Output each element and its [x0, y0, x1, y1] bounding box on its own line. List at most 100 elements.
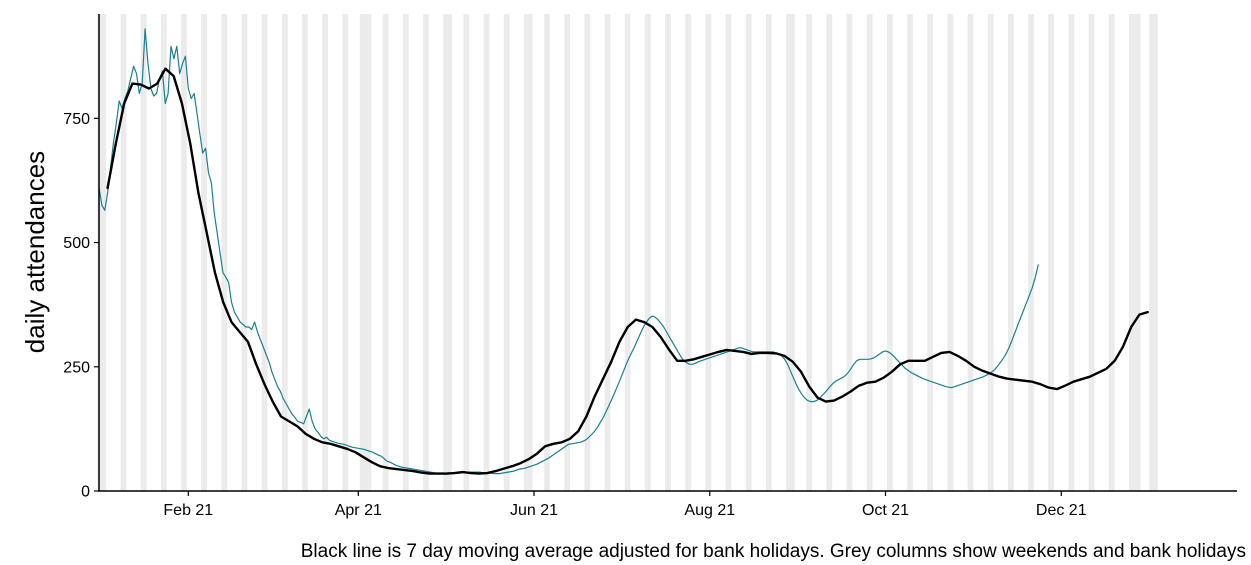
- weekend-column: [907, 14, 911, 491]
- weekend-column: [1091, 14, 1095, 491]
- weekend-column: [405, 14, 409, 491]
- weekend-column: [449, 14, 452, 491]
- moving-average-line: [106, 67, 1149, 475]
- weekend-column: [1028, 14, 1032, 491]
- weekend-column: [281, 14, 285, 491]
- weekend-column: [1128, 14, 1132, 491]
- weekend-column: [930, 14, 934, 491]
- weekend-column: [546, 14, 550, 491]
- weekend-column: [385, 14, 389, 491]
- weekend-column: [463, 14, 467, 491]
- weekend-column: [526, 14, 530, 491]
- y-tick-label: 250: [63, 359, 90, 376]
- weekend-column: [789, 14, 792, 491]
- weekend-column: [685, 14, 689, 491]
- weekend-column: [607, 14, 611, 491]
- weekend-column: [244, 14, 248, 491]
- weekend-column: [466, 14, 470, 491]
- y-tick-label: 750: [63, 111, 90, 128]
- weekend-column: [748, 14, 752, 491]
- weekend-column: [768, 14, 772, 491]
- weekend-column: [365, 14, 369, 491]
- weekend-column: [745, 14, 749, 491]
- weekend-column: [284, 14, 288, 491]
- weekend-column: [668, 14, 671, 491]
- x-tick-label: Feb 21: [163, 502, 213, 519]
- weekend-column: [204, 14, 208, 491]
- weekend-column: [486, 14, 490, 491]
- weekend-column: [829, 14, 833, 491]
- weekend-column: [103, 14, 107, 491]
- y-axis-title: daily attendances: [20, 151, 50, 353]
- weekend-column: [567, 14, 571, 491]
- weekend-column: [846, 14, 850, 491]
- weekend-column: [604, 14, 608, 491]
- weekend-column: [120, 14, 124, 491]
- weekend-column: [1137, 14, 1141, 491]
- daily-attendances-line: [98, 28, 1039, 475]
- weekend-column: [725, 14, 729, 491]
- weekend-column: [1131, 14, 1135, 491]
- weekend-column: [705, 14, 709, 491]
- weekend-column: [587, 14, 591, 491]
- weekend-column: [990, 14, 994, 491]
- weekend-column: [1051, 14, 1055, 491]
- weekend-column: [224, 14, 228, 491]
- weekend-column: [806, 14, 810, 491]
- weekend-column: [786, 14, 790, 491]
- weekend-column: [809, 14, 813, 491]
- weekend-column: [765, 14, 769, 491]
- chart-caption: Black line is 7 day moving average adjus…: [301, 541, 1246, 562]
- weekend-column: [564, 14, 568, 491]
- weekend-column: [443, 14, 447, 491]
- weekend-column: [1068, 14, 1072, 491]
- weekend-column: [529, 14, 533, 491]
- weekend-column: [866, 14, 870, 491]
- weekend-column: [849, 14, 853, 491]
- weekend-column: [1031, 14, 1034, 491]
- weekend-column: [708, 14, 712, 491]
- weekend-column: [869, 14, 873, 491]
- weekend-column: [728, 14, 732, 491]
- weekend-column: [665, 14, 668, 491]
- weekend-column: [927, 14, 931, 491]
- weekend-column: [201, 14, 205, 491]
- weekend-column: [947, 14, 951, 491]
- weekend-column: [1048, 14, 1052, 491]
- weekend-column: [506, 14, 510, 491]
- weekend-column: [483, 14, 487, 491]
- weekend-column: [143, 14, 147, 491]
- weekend-column: [503, 14, 507, 491]
- weekend-column: [970, 14, 974, 491]
- weekend-column: [304, 14, 308, 491]
- weekend-column: [1007, 14, 1011, 491]
- weekend-column: [1108, 14, 1112, 491]
- weekend-column: [264, 14, 268, 491]
- weekend-column: [644, 14, 648, 491]
- weekend-column: [627, 14, 631, 491]
- weekend-column: [1088, 14, 1092, 491]
- weekend-column: [1111, 14, 1115, 491]
- weekend-column: [584, 14, 588, 491]
- x-axis-ticks: Feb 21 Apr 21 Jun 21 Aug 21 Oct 21 Dec 21: [163, 491, 1087, 519]
- weekend-column: [889, 14, 893, 491]
- weekend-column: [163, 14, 167, 491]
- series-lines: [98, 28, 1149, 475]
- weekend-column: [1071, 14, 1075, 491]
- weekend-column: [1010, 14, 1014, 491]
- weekend-column: [1154, 14, 1158, 491]
- weekend-column: [325, 14, 329, 491]
- weekend-column: [886, 14, 890, 491]
- weekend-column: [140, 14, 144, 491]
- weekend-column: [123, 14, 127, 491]
- weekend-column: [425, 14, 429, 491]
- weekend-column: [826, 14, 830, 491]
- weekend-column: [446, 14, 450, 491]
- x-tick-label: Oct 21: [862, 502, 909, 519]
- weekend-column: [221, 14, 225, 491]
- weekend-column: [402, 14, 406, 491]
- weekend-column: [423, 14, 426, 491]
- weekend-column: [362, 14, 366, 491]
- y-axis-ticks: 0 250 500 750: [63, 111, 99, 501]
